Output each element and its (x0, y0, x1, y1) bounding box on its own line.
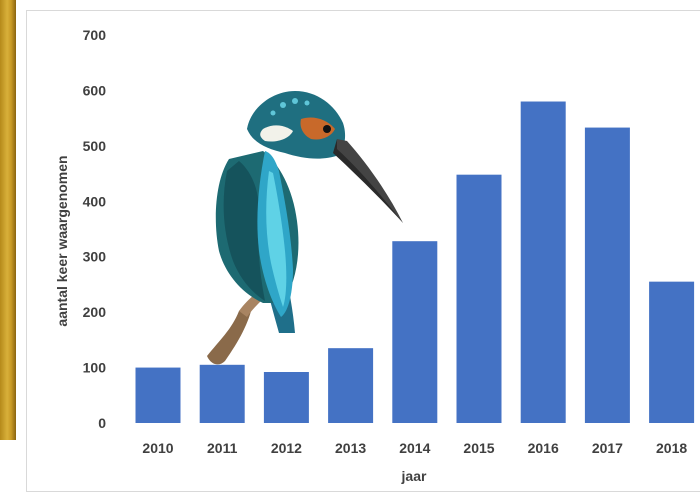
x-tick-label: 2012 (271, 440, 302, 456)
x-tick-label: 2011 (207, 440, 238, 456)
y-tick-label: 200 (83, 304, 107, 320)
x-tick-label: 2018 (656, 440, 687, 456)
bar-2012 (263, 372, 309, 423)
x-tick-label: 2015 (463, 440, 494, 456)
y-tick-label: 0 (98, 415, 106, 431)
background-photo-strip (0, 0, 16, 440)
bar-chart: 0 100 200 300 400 500 600 700 (54, 27, 695, 484)
bar-2014 (392, 241, 438, 423)
page-margin (0, 440, 16, 495)
x-axis-ticks: 2010 2011 2012 2013 2014 2015 2016 2017 2018 (142, 440, 687, 456)
x-axis-title: jaar (401, 468, 427, 484)
y-tick-label: 500 (83, 138, 107, 154)
y-tick-label: 700 (83, 27, 107, 43)
bars (135, 101, 695, 424)
chart-frame: 0 100 200 300 400 500 600 700 (26, 10, 700, 492)
y-tick-label: 100 (83, 360, 107, 376)
bar-2011 (199, 364, 245, 423)
kingfisher-bird-illustration (207, 91, 403, 365)
x-tick-label: 2010 (142, 440, 173, 456)
x-tick-label: 2014 (399, 440, 430, 456)
x-tick-label: 2016 (528, 440, 559, 456)
x-tick-label: 2013 (335, 440, 366, 456)
bar-2018 (649, 281, 695, 423)
bar-2017 (584, 127, 630, 424)
y-axis-title: aantal keer waargenomen (54, 155, 70, 326)
y-tick-label: 400 (83, 193, 107, 209)
bar-2016 (520, 101, 566, 423)
y-tick-label: 300 (83, 249, 107, 265)
y-axis-ticks: 0 100 200 300 400 500 600 700 (83, 27, 107, 431)
bar-2013 (328, 348, 374, 423)
bar-2015 (456, 174, 502, 423)
x-tick-label: 2017 (592, 440, 623, 456)
y-tick-label: 600 (83, 82, 107, 98)
bar-2010 (135, 367, 181, 423)
